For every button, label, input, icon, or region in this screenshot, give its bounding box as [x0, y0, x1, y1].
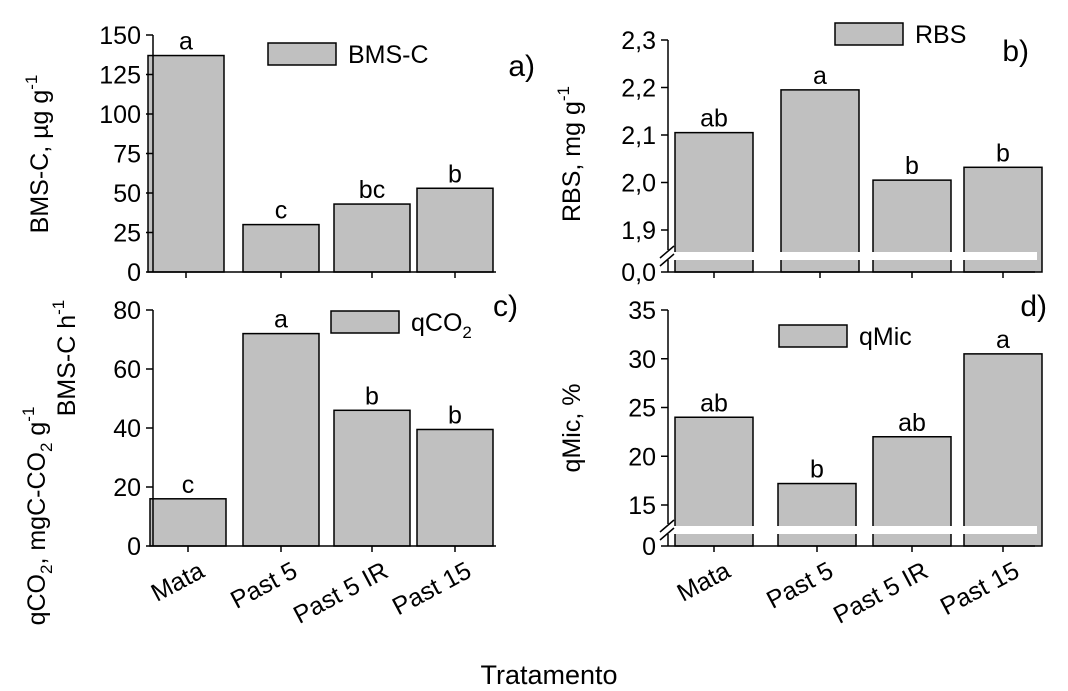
bar-2: [780, 89, 860, 273]
significance-letter: ab: [700, 389, 728, 417]
y-tick-label: 0: [642, 533, 656, 561]
significance-letter: bc: [359, 176, 385, 204]
legend-swatch: [834, 22, 904, 46]
panel-label: a): [508, 50, 535, 83]
y-tick-label: 80: [113, 297, 141, 325]
panel-label: c): [493, 290, 518, 323]
significance-letter: a: [813, 62, 827, 90]
significance-letter: b: [996, 139, 1010, 167]
y-tick-label: 2,0: [621, 170, 656, 198]
legend-swatch: [778, 324, 848, 348]
legend-label: qMic: [859, 323, 912, 351]
significance-letter: b: [448, 401, 462, 429]
y-tick-label: 125: [99, 62, 141, 90]
x-axis-title: Tratamento: [480, 660, 617, 690]
axis-break-mark: [659, 527, 675, 541]
chart-panel-1: a c bc b 0 25 50 75 100 125 150 BMS-C a) BMS-C, µg g-…: [22, 22, 535, 287]
bar-1: [149, 498, 227, 547]
significance-letter: ab: [700, 105, 728, 133]
significance-letter: b: [448, 160, 462, 188]
x-tick-label: Past 5 IR: [829, 557, 933, 630]
y-tick-label: 2,1: [621, 122, 656, 150]
legend-label: RBS: [915, 21, 966, 49]
y-axis-title: RBS, mg g-1: [554, 86, 586, 222]
y-tick-label: 2,2: [621, 75, 656, 103]
y-axis-title: qCO2, mgC-CO2 g-1: [19, 407, 56, 626]
y-tick-label: 60: [113, 356, 141, 384]
axis-break-mark: [659, 253, 675, 267]
y-axis-title: BMS-C h-1: [49, 300, 81, 417]
bar-4: [416, 187, 494, 273]
y-tick-label: 50: [113, 180, 141, 208]
x-tick-label: Past 15: [936, 557, 1024, 622]
bar-3: [333, 203, 411, 273]
y-tick-label: 20: [113, 474, 141, 502]
y-tick-label: 0: [127, 533, 141, 561]
significance-letter: c: [275, 197, 288, 225]
significance-letter: b: [905, 152, 919, 180]
significance-letter: ab: [898, 409, 926, 437]
x-tick-label: Past 15: [388, 557, 476, 622]
bar-2: [777, 482, 857, 547]
y-tick-label: 1,9: [621, 217, 656, 245]
significance-letter: c: [182, 471, 195, 499]
x-tick-label: Past 5 IR: [289, 557, 393, 630]
legend-swatch: [267, 42, 337, 66]
legend-swatch: [330, 310, 400, 334]
axis-break-mark: [659, 245, 675, 259]
y-tick-label: 40: [113, 415, 141, 443]
y-axis-title: BMS-C, µg g-1: [22, 75, 54, 234]
x-tick-label: Mata: [673, 557, 735, 608]
y-tick-label: 150: [99, 22, 141, 50]
axis-break-stripe: [670, 252, 1037, 260]
significance-letter: b: [365, 382, 379, 410]
x-tick-label: Mata: [147, 557, 209, 608]
bar-3: [333, 409, 411, 547]
bar-2: [242, 223, 320, 273]
bar-1: [674, 416, 754, 547]
bar-4: [416, 428, 494, 547]
significance-letter: b: [810, 456, 824, 484]
significance-letter: a: [179, 28, 193, 56]
y-tick-label: 0,0: [621, 259, 656, 287]
y-tick-label: 25: [113, 220, 141, 248]
y-tick-label: 30: [628, 346, 656, 374]
y-tick-label: 15: [628, 492, 656, 520]
bar-1: [147, 54, 225, 273]
panel-label: b): [1002, 35, 1029, 68]
significance-letter: a: [996, 326, 1010, 354]
x-tick-label: Past 5: [762, 557, 838, 615]
significance-letter: a: [274, 306, 288, 334]
bar-1: [674, 131, 754, 273]
y-tick-label: 35: [628, 297, 656, 325]
bar-4: [963, 353, 1043, 547]
legend-label: qCO2: [411, 309, 472, 342]
axis-break-stripe: [670, 526, 1037, 534]
y-axis-title: qMic, %: [558, 384, 586, 473]
y-tick-label: 0: [127, 259, 141, 287]
y-tick-label: 25: [628, 395, 656, 423]
panel-label: d): [1020, 290, 1047, 323]
y-tick-label: 2,3: [621, 27, 656, 55]
axis-break-mark: [659, 519, 675, 533]
y-tick-label: 20: [628, 443, 656, 471]
bar-2: [242, 332, 320, 547]
legend-label: BMS-C: [348, 41, 429, 69]
y-tick-label: 100: [99, 101, 141, 129]
y-tick-label: 75: [113, 141, 141, 169]
